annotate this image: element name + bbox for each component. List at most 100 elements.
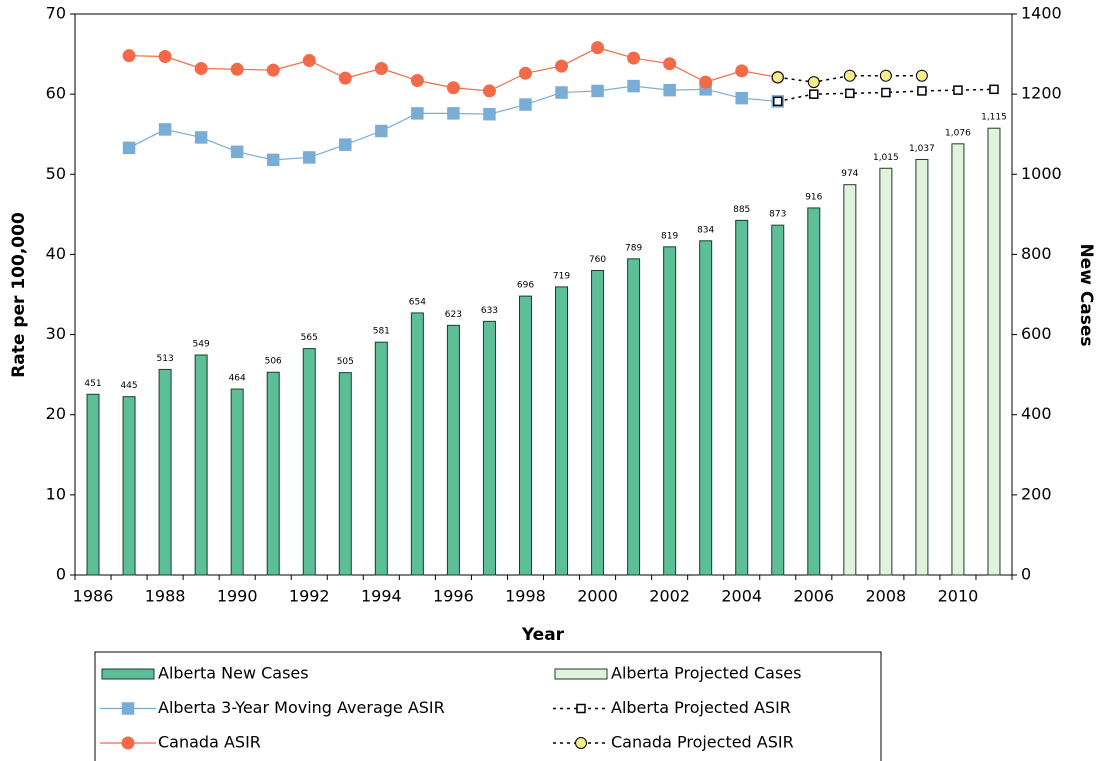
- data-label: 760: [589, 255, 606, 265]
- bar: [735, 219, 749, 576]
- line-marker: [230, 62, 244, 76]
- data-label: 513: [157, 354, 174, 364]
- y-tick-label: 10: [46, 484, 66, 503]
- line-marker: [627, 51, 641, 65]
- data-label: 581: [373, 327, 390, 337]
- legend-label: Alberta 3-Year Moving Average ASIR: [158, 698, 445, 717]
- bar: [410, 312, 424, 576]
- line-marker: [809, 89, 819, 99]
- y2-tick-label: 200: [1021, 484, 1052, 503]
- bar: [194, 354, 208, 576]
- x-tick-label: 2004: [721, 587, 762, 606]
- bar: [807, 207, 821, 576]
- line-marker: [194, 61, 208, 75]
- y2-tick-label: 0: [1021, 565, 1031, 584]
- y-tick-label: 30: [46, 324, 66, 343]
- line-marker: [663, 57, 677, 71]
- data-label: 549: [193, 340, 210, 350]
- legend-swatch: [101, 668, 155, 680]
- data-label: 789: [625, 243, 642, 253]
- bar: [771, 224, 785, 576]
- line: [128, 85, 778, 161]
- bar: [158, 368, 172, 576]
- line-marker: [699, 75, 713, 89]
- line-marker: [989, 84, 999, 95]
- line-marker: [446, 81, 460, 95]
- bar: [879, 167, 893, 576]
- data-label: 654: [409, 297, 426, 307]
- line-marker: [122, 49, 136, 63]
- data-label: 819: [661, 231, 678, 241]
- x-tick-label: 2008: [866, 587, 907, 606]
- bar: [663, 246, 677, 576]
- data-label: 506: [265, 357, 282, 367]
- bar: [591, 269, 605, 576]
- bar: [374, 341, 388, 576]
- legend-box: [94, 651, 882, 761]
- line-marker: [158, 123, 172, 136]
- data-label: 1,076: [945, 128, 971, 138]
- y-tick-label: 0: [56, 565, 66, 584]
- data-label: 1,037: [909, 144, 935, 154]
- line-marker: [519, 98, 532, 111]
- line-marker: [843, 69, 856, 82]
- line-marker: [953, 85, 963, 95]
- x-tick-label: 1998: [505, 587, 546, 606]
- bar: [518, 295, 532, 576]
- legend-marker: [121, 702, 135, 715]
- bar: [338, 372, 352, 576]
- y2-tick-label: 800: [1021, 244, 1052, 263]
- bar: [230, 388, 244, 576]
- bar: [627, 258, 641, 576]
- line-marker: [266, 63, 280, 77]
- data-label: 1,115: [981, 113, 1007, 123]
- line-marker: [230, 145, 244, 159]
- legend-marker: [575, 737, 587, 749]
- line-marker: [302, 53, 316, 67]
- line-marker: [807, 76, 820, 89]
- legend-label: Alberta New Cases: [158, 664, 309, 683]
- line-marker: [845, 88, 855, 99]
- x-tick-label: 1988: [145, 587, 186, 606]
- legend-label: Canada Projected ASIR: [611, 733, 794, 752]
- y-tick-label: 50: [46, 164, 66, 183]
- line-marker: [735, 64, 749, 78]
- x-tick-label: 2000: [577, 587, 618, 606]
- data-label: 885: [733, 205, 750, 215]
- bar: [915, 158, 929, 576]
- x-axis-title: Year: [521, 625, 565, 645]
- line-marker: [158, 49, 172, 63]
- line-marker: [627, 79, 640, 93]
- legend-swatch: [554, 668, 608, 680]
- y2-axis-title: New Cases: [1076, 243, 1096, 346]
- x-tick-label: 2010: [938, 587, 979, 606]
- line-marker: [518, 66, 532, 80]
- line-marker: [591, 41, 605, 55]
- x-tick-label: 1994: [361, 587, 402, 606]
- legend-label: Canada ASIR: [158, 733, 261, 752]
- line-marker: [338, 71, 352, 85]
- bar: [699, 240, 713, 576]
- line-marker: [447, 107, 460, 120]
- data-label: 633: [481, 306, 498, 316]
- line-marker: [194, 131, 208, 144]
- x-tick-label: 1990: [217, 587, 258, 606]
- y2-tick-label: 1400: [1021, 4, 1062, 23]
- line-marker: [771, 71, 784, 84]
- line-marker: [375, 124, 388, 138]
- line-marker: [555, 59, 569, 73]
- data-label: 916: [805, 192, 822, 202]
- y2-tick-label: 400: [1021, 404, 1052, 423]
- bar: [446, 324, 460, 576]
- y-tick-label: 60: [46, 84, 66, 103]
- data-label: 834: [697, 225, 714, 235]
- line-marker: [917, 86, 927, 96]
- data-label: 451: [84, 379, 101, 389]
- legend-label: Alberta Projected ASIR: [611, 698, 791, 717]
- bar: [482, 320, 496, 576]
- line-marker: [735, 91, 748, 105]
- data-label: 505: [337, 357, 354, 367]
- bar: [266, 371, 280, 576]
- x-tick-label: 1986: [73, 587, 114, 606]
